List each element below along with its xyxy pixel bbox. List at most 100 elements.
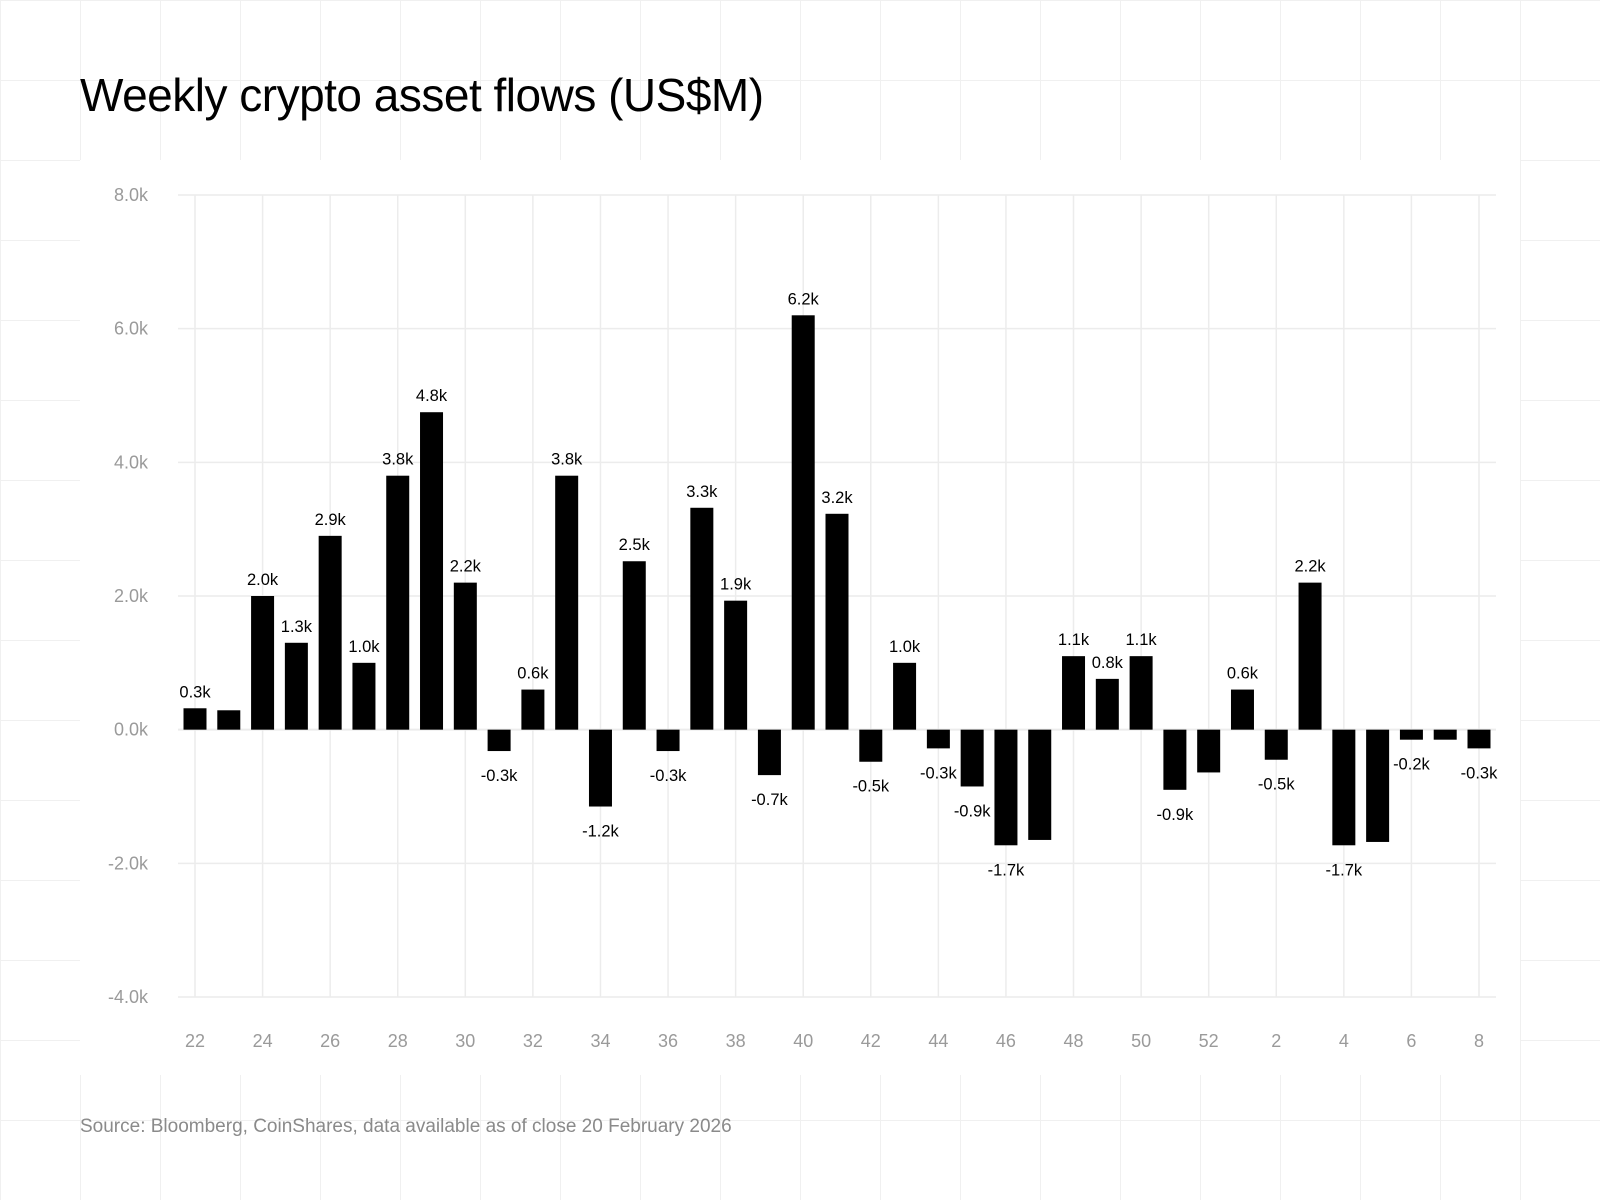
bar-week-45 — [960, 729, 984, 787]
data-label: 3.8k — [382, 451, 414, 469]
data-label: 1.0k — [889, 638, 921, 656]
bar-week-37 — [690, 507, 714, 730]
data-label: 4.8k — [416, 387, 448, 405]
data-label: 2.0k — [247, 571, 279, 589]
x-tick-label: 50 — [1131, 1031, 1151, 1051]
bar-week-46 — [994, 729, 1018, 846]
bar-week-1 — [1230, 689, 1254, 730]
x-tick-label: 6 — [1406, 1031, 1416, 1051]
bar-week-36 — [656, 729, 680, 752]
bar-week-5 — [1366, 729, 1390, 842]
data-label: 1.1k — [1058, 631, 1090, 649]
bar-week-25 — [284, 642, 308, 730]
bar-week-28 — [386, 475, 410, 730]
x-tick-label: 48 — [1064, 1031, 1084, 1051]
x-tick-label: 24 — [253, 1031, 273, 1051]
data-label: -1.7k — [988, 861, 1025, 879]
bar-week-22 — [183, 708, 207, 730]
data-label: -1.2k — [582, 823, 619, 841]
x-tick-label: 4 — [1339, 1031, 1349, 1051]
data-label: -0.3k — [481, 767, 518, 785]
data-label: 0.8k — [1092, 654, 1124, 672]
data-label: 3.2k — [821, 489, 853, 507]
data-label: -0.2k — [1393, 756, 1430, 774]
x-tick-label: 2 — [1271, 1031, 1281, 1051]
bar-week-31 — [487, 729, 511, 752]
x-tick-label: 40 — [793, 1031, 813, 1051]
bar-week-30 — [453, 582, 477, 730]
bar-week-41 — [825, 513, 849, 730]
chart-card: 8.0k 6.0k 4.0k 2.0k 0.0k -2.0k -4.0k 22 24 26 28 30… — [80, 160, 1520, 1075]
bar-week-51 — [1163, 729, 1187, 790]
bar-week-6 — [1399, 729, 1423, 740]
bar-week-26 — [318, 535, 342, 730]
data-label: 1.3k — [281, 618, 313, 636]
x-tick-label: 8 — [1474, 1031, 1484, 1051]
bar-week-39 — [757, 729, 781, 776]
bar-week-47 — [1028, 729, 1052, 840]
bar-week-42 — [859, 729, 883, 762]
data-label: -0.5k — [1258, 776, 1295, 794]
data-label: 6.2k — [788, 290, 820, 308]
bar-week-35 — [622, 561, 646, 730]
x-tick-label: 42 — [861, 1031, 881, 1051]
bar-week-40 — [791, 315, 815, 730]
bar-week-50 — [1129, 656, 1153, 730]
data-label: -1.7k — [1325, 861, 1362, 879]
bar-week-2 — [1264, 729, 1288, 760]
data-label: -0.9k — [954, 802, 991, 820]
data-label: 2.9k — [315, 511, 347, 529]
bar-week-44 — [926, 729, 950, 749]
y-tick-label: 2.0k — [114, 586, 149, 606]
x-tick-label: 26 — [320, 1031, 340, 1051]
y-tick-label: 4.0k — [114, 452, 149, 472]
bar-week-49 — [1095, 678, 1119, 730]
chart-title: Weekly crypto asset flows (US$M) — [80, 69, 764, 121]
x-tick-label: 32 — [523, 1031, 543, 1051]
bar-week-8 — [1467, 729, 1491, 749]
data-label: 0.6k — [517, 665, 549, 683]
y-tick-label: 0.0k — [114, 720, 149, 740]
data-label: 0.3k — [179, 683, 211, 701]
data-label: -0.9k — [1157, 806, 1194, 824]
data-label: 1.0k — [348, 638, 380, 656]
data-label: 3.3k — [686, 483, 718, 501]
x-tick-label: 30 — [455, 1031, 475, 1051]
data-label: 1.9k — [720, 576, 752, 594]
x-tick-label: 44 — [928, 1031, 948, 1051]
data-label: 1.1k — [1126, 631, 1158, 649]
bar-week-7 — [1433, 729, 1457, 740]
bar-week-33 — [555, 475, 579, 730]
bar-week-32 — [521, 689, 545, 730]
bar-week-4 — [1332, 729, 1356, 846]
data-label: -0.5k — [852, 778, 889, 796]
data-label: -0.3k — [1461, 764, 1498, 782]
x-tick-label: 28 — [388, 1031, 408, 1051]
data-label: -0.3k — [920, 764, 957, 782]
x-tick-label: 34 — [590, 1031, 610, 1051]
bar-week-3 — [1298, 582, 1322, 730]
bar-week-34 — [588, 729, 612, 807]
source-note: Source: Bloomberg, CoinShares, data avai… — [80, 1116, 732, 1137]
data-label: -0.3k — [650, 767, 687, 785]
bar-week-23 — [217, 710, 241, 730]
data-label: 3.8k — [551, 451, 583, 469]
data-label: 2.5k — [619, 536, 651, 554]
bar-week-43 — [893, 662, 917, 730]
x-tick-label: 52 — [1199, 1031, 1219, 1051]
data-label: -0.7k — [751, 791, 788, 809]
bar-week-52 — [1197, 729, 1221, 773]
bar-week-24 — [251, 596, 275, 730]
x-tick-label: 22 — [185, 1031, 205, 1051]
data-label: 2.2k — [450, 558, 482, 576]
y-tick-label: 6.0k — [114, 319, 149, 339]
x-tick-label: 38 — [726, 1031, 746, 1051]
bar-week-38 — [724, 600, 748, 730]
y-tick-label: 8.0k — [114, 185, 149, 205]
data-label: 2.2k — [1294, 558, 1326, 576]
y-tick-label: -4.0k — [108, 987, 149, 1007]
bar-week-27 — [352, 662, 376, 730]
data-label: 0.6k — [1227, 665, 1259, 683]
bar-week-48 — [1062, 656, 1086, 730]
